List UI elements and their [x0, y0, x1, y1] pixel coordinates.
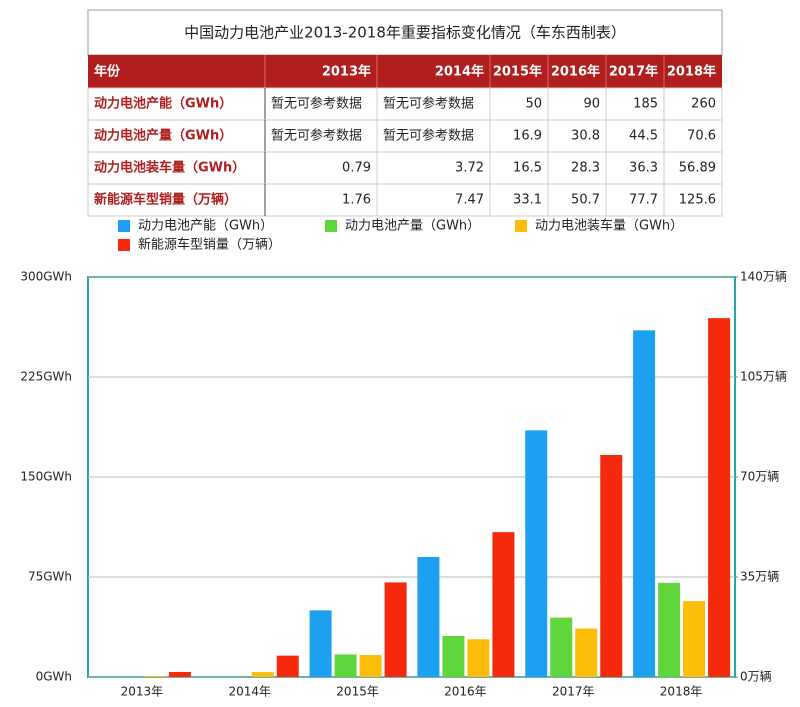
table-cell: 44.5 [629, 129, 658, 144]
table-cell: 7.47 [455, 193, 484, 208]
table-header-bg [88, 55, 722, 88]
table-row-label: 动力电池装车量（GWh） [94, 160, 245, 176]
y-tick-label: 300GWh [20, 270, 72, 284]
legend-label: 动力电池装车量（GWh） [535, 218, 683, 234]
y-tick-label: 75GWh [28, 570, 72, 584]
y2-tick-label: 35万辆 [740, 570, 779, 584]
y-tick-label: 150GWh [20, 470, 72, 484]
legend-swatch [325, 220, 337, 232]
x-tick-label: 2013年 [121, 685, 164, 699]
table-cell: 50.7 [571, 193, 600, 208]
y2-tick-label: 105万辆 [740, 370, 787, 384]
table-cell: 3.72 [455, 161, 484, 176]
table-cell: 90 [583, 97, 600, 112]
table-row-bg [87, 119, 723, 153]
table-row-label: 新能源车型销量（万辆） [94, 192, 237, 208]
y2-tick-label: 140万辆 [740, 270, 787, 284]
table-cell: 暂无可参考数据 [271, 128, 362, 144]
table-row-bg [87, 151, 723, 185]
table-cell: 16.9 [513, 129, 542, 144]
bar [575, 628, 598, 677]
table-title: 中国动力电池产业2013-2018年重要指标变化情况（车东西制表） [184, 24, 626, 42]
legend-label: 新能源车型销量（万辆） [138, 237, 281, 253]
x-tick-label: 2014年 [228, 685, 271, 699]
bar [600, 455, 623, 677]
table-cell: 185 [633, 97, 658, 112]
x-tick-label: 2016年 [444, 685, 487, 699]
bar [359, 655, 382, 677]
table-header-cell: 2014年 [435, 64, 484, 80]
table-header-cell: 2017年 [609, 64, 658, 80]
x-tick-label: 2015年 [336, 685, 379, 699]
y-tick-label: 0GWh [36, 670, 72, 684]
bar [467, 639, 490, 677]
bar [276, 655, 299, 677]
bar [442, 635, 465, 677]
table-cell: 30.8 [571, 129, 600, 144]
table-cell: 暂无可参考数据 [383, 96, 474, 112]
table-row-bg [87, 183, 723, 217]
bar [251, 672, 274, 677]
bar [168, 671, 191, 677]
bar [525, 430, 548, 677]
x-tick-label: 2018年 [660, 685, 703, 699]
table-cell: 33.1 [513, 193, 542, 208]
y-tick-label: 225GWh [20, 370, 72, 384]
table-title-box [87, 9, 723, 56]
legend-swatch [515, 220, 527, 232]
table-cell: 1.76 [342, 193, 371, 208]
table-cell: 70.6 [687, 129, 716, 144]
table-cell: 50 [525, 97, 542, 112]
table-cell: 125.6 [679, 193, 716, 208]
bar [492, 532, 515, 677]
table-cell: 36.3 [629, 161, 658, 176]
table-cell: 77.7 [629, 193, 658, 208]
bar [708, 318, 731, 677]
table-header-cell: 年份 [94, 64, 121, 80]
bar [658, 582, 681, 677]
bar [334, 654, 357, 677]
table-header-cell: 2018年 [667, 64, 716, 80]
table-cell: 260 [691, 97, 716, 112]
bar [384, 582, 407, 677]
table-row-bg [87, 87, 723, 121]
table-header-cell: 2016年 [551, 64, 600, 80]
table-cell: 28.3 [571, 161, 600, 176]
bar [417, 557, 440, 677]
y2-tick-label: 70万辆 [740, 470, 779, 484]
table-row-label: 动力电池产量（GWh） [94, 128, 232, 144]
table-cell: 56.89 [679, 161, 716, 176]
y2-tick-label: 0万辆 [740, 670, 772, 684]
table-row-label: 动力电池产能（GWh） [94, 96, 232, 112]
x-tick-label: 2017年 [552, 685, 595, 699]
bar [550, 617, 573, 677]
bar [309, 610, 332, 677]
table-cell: 暂无可参考数据 [271, 96, 362, 112]
legend-swatch [118, 220, 130, 232]
table-cell: 0.79 [342, 161, 371, 176]
table-header-cell: 2013年 [322, 64, 371, 80]
bar [683, 601, 706, 677]
legend-label: 动力电池产能（GWh） [138, 219, 273, 234]
table-header-cell: 2015年 [493, 64, 542, 80]
bar [143, 675, 166, 677]
table-cell: 16.5 [513, 161, 542, 176]
bar [633, 330, 656, 677]
legend-label: 动力电池产量（GWh） [345, 219, 480, 234]
table-cell: 暂无可参考数据 [383, 128, 474, 144]
legend-swatch [118, 239, 130, 251]
